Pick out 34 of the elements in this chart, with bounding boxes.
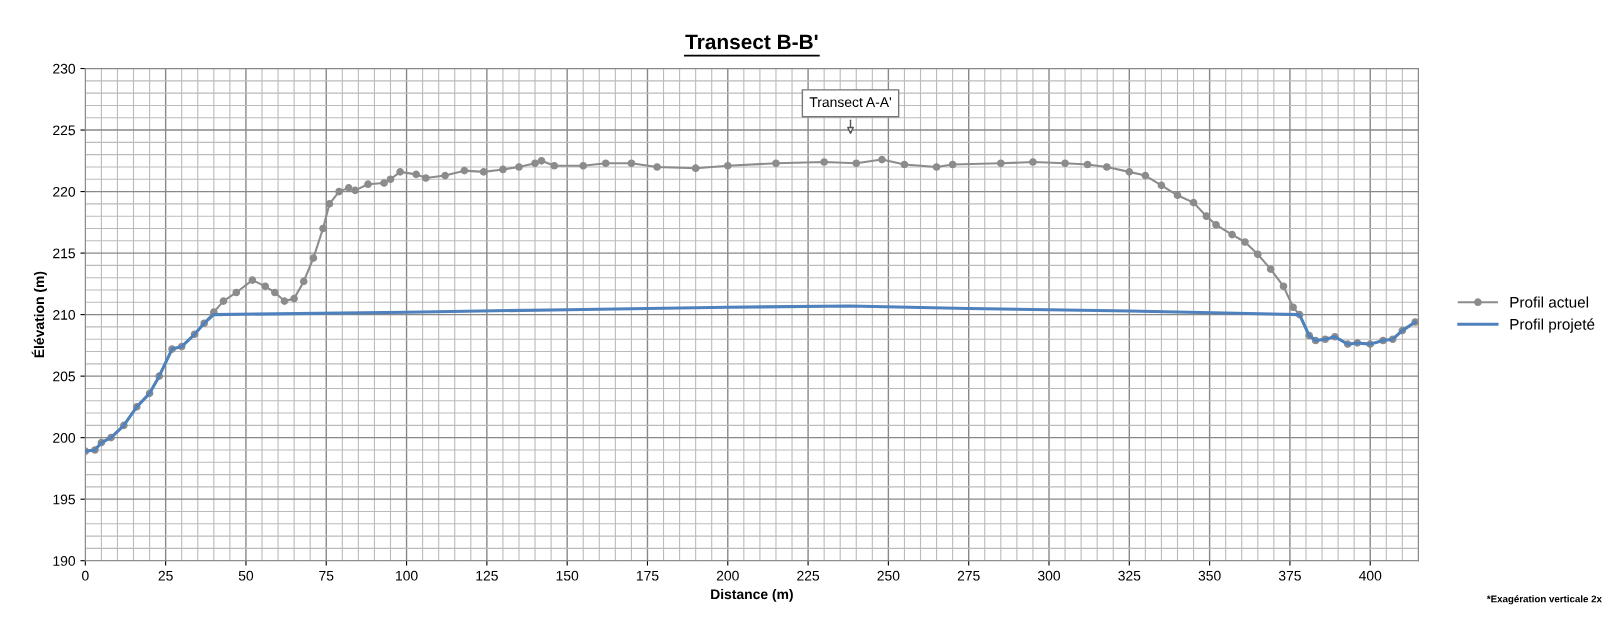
- legend-label: Profil projeté: [1510, 318, 1595, 333]
- x-tick-label: 50: [238, 570, 254, 581]
- x-tick-label: 125: [476, 570, 498, 581]
- y-tick-label: 190: [53, 556, 76, 566]
- x-tick-label: 375: [1278, 570, 1301, 581]
- annotation: Transect A-A': [809, 97, 892, 108]
- y-tick-label: 225: [53, 125, 76, 136]
- y-tick-label: 200: [53, 432, 76, 443]
- y-tick-label: 210: [53, 309, 76, 320]
- y-tick-label: 220: [53, 186, 76, 197]
- y-axis-title: Élévation (m): [31, 271, 47, 358]
- y-tick-label: 205: [53, 371, 76, 382]
- x-tick-label: 350: [1198, 570, 1221, 581]
- x-tick-label: 225: [797, 570, 820, 581]
- chart-title: Transect B-B': [685, 34, 818, 50]
- y-tick-label: 215: [53, 248, 76, 259]
- x-tick-label: 300: [1037, 570, 1061, 581]
- x-tick-label: 400: [1358, 570, 1382, 581]
- x-tick-label: 150: [556, 570, 579, 581]
- x-tick-label: 75: [319, 570, 334, 581]
- y-tick-label: 195: [53, 494, 76, 505]
- line-series: [85, 304, 1417, 453]
- x-tick-label: 250: [877, 570, 900, 581]
- x-tick-label: 25: [158, 570, 173, 581]
- x-tick-label: 175: [636, 570, 659, 581]
- x-tick-label: 100: [396, 570, 418, 581]
- text: *Exagération verticale 2x: [1486, 595, 1602, 605]
- y-tick-label: 230: [53, 63, 76, 74]
- x-tick-label: 200: [716, 570, 739, 581]
- x-tick-label: 275: [957, 570, 980, 581]
- x-tick-label: 325: [1118, 570, 1141, 581]
- x-axis-title: Distance (m): [711, 588, 793, 602]
- legend-label: Profil actuel: [1510, 296, 1589, 308]
- x-tick-label: 0: [82, 570, 89, 581]
